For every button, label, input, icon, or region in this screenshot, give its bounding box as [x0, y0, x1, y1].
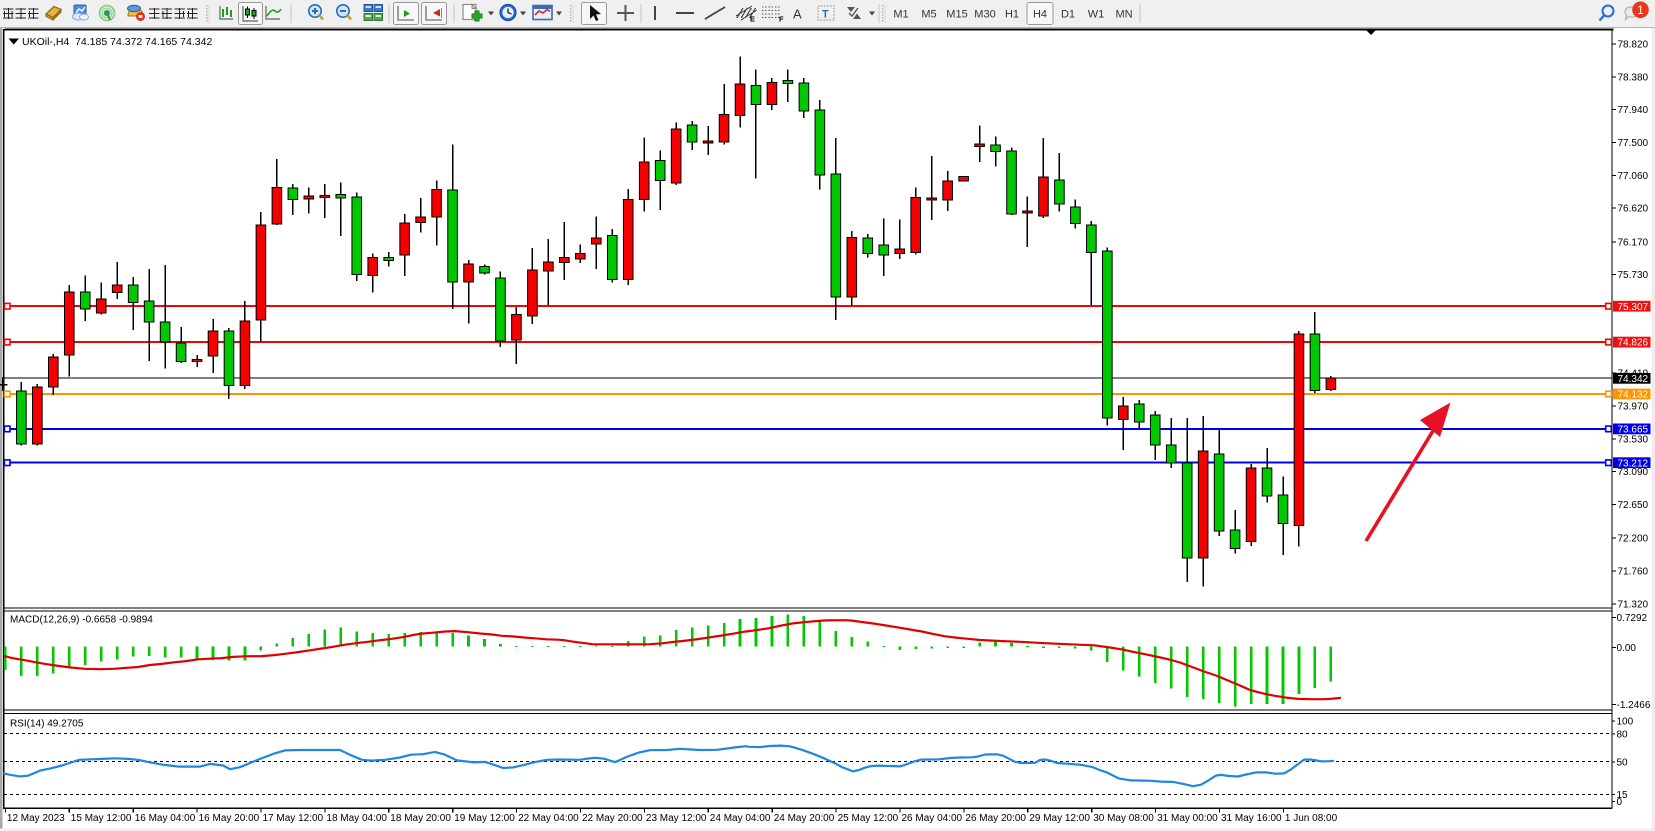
- svg-text:76.620: 76.620: [1618, 204, 1649, 215]
- svg-text:12 May 2023: 12 May 2023: [7, 813, 65, 824]
- svg-text:80: 80: [1617, 729, 1629, 740]
- svg-text:31 May 16:00: 31 May 16:00: [1221, 813, 1282, 824]
- svg-text:16 May 04:00: 16 May 04:00: [135, 813, 196, 824]
- svg-text:17 May 12:00: 17 May 12:00: [263, 813, 324, 824]
- svg-text:72.650: 72.650: [1618, 500, 1649, 511]
- svg-text:15: 15: [1617, 790, 1629, 801]
- svg-text:-1.2466: -1.2466: [1617, 700, 1651, 711]
- svg-text:74.826: 74.826: [1618, 338, 1649, 349]
- svg-text:0.7292: 0.7292: [1617, 613, 1648, 624]
- svg-text:77.060: 77.060: [1618, 171, 1649, 182]
- svg-text:D1: D1: [1061, 9, 1075, 21]
- svg-text:M1: M1: [893, 9, 908, 21]
- svg-text:24 May 04:00: 24 May 04:00: [710, 813, 771, 824]
- svg-text:23 May 12:00: 23 May 12:00: [646, 813, 707, 824]
- svg-text:26 May 04:00: 26 May 04:00: [902, 813, 963, 824]
- svg-text:74.342: 74.342: [1618, 374, 1649, 385]
- svg-text:M30: M30: [974, 9, 995, 21]
- svg-text:M5: M5: [921, 9, 936, 21]
- svg-text:18 May 20:00: 18 May 20:00: [390, 813, 451, 824]
- svg-text:77.500: 77.500: [1618, 138, 1649, 149]
- svg-text:29 May 12:00: 29 May 12:00: [1029, 813, 1090, 824]
- svg-text:50: 50: [1617, 757, 1629, 768]
- svg-text:26 May 20:00: 26 May 20:00: [965, 813, 1026, 824]
- svg-text:76.170: 76.170: [1618, 237, 1649, 248]
- svg-text:A: A: [793, 7, 802, 22]
- svg-text:F: F: [779, 15, 784, 24]
- svg-text:1 Jun 08:00: 1 Jun 08:00: [1285, 813, 1338, 824]
- svg-text:M15: M15: [946, 9, 967, 21]
- svg-text:71.760: 71.760: [1618, 567, 1649, 578]
- svg-text:15 May 12:00: 15 May 12:00: [71, 813, 132, 824]
- svg-text:74.132: 74.132: [1618, 390, 1649, 401]
- svg-text:24 May 20:00: 24 May 20:00: [774, 813, 835, 824]
- svg-text:19 May 12:00: 19 May 12:00: [454, 813, 515, 824]
- svg-text:72.200: 72.200: [1618, 534, 1649, 545]
- svg-text:H4: H4: [1033, 9, 1047, 21]
- svg-text:73.212: 73.212: [1618, 458, 1649, 469]
- svg-text:30 May 08:00: 30 May 08:00: [1093, 813, 1154, 824]
- svg-text:MACD(12,26,9) -0.6658 -0.9894: MACD(12,26,9) -0.6658 -0.9894: [10, 615, 153, 626]
- svg-text:E: E: [750, 15, 755, 24]
- svg-text:22 May 04:00: 22 May 04:00: [518, 813, 579, 824]
- svg-text:31 May 00:00: 31 May 00:00: [1157, 813, 1218, 824]
- svg-text:25 May 12:00: 25 May 12:00: [838, 813, 899, 824]
- svg-text:T: T: [822, 9, 829, 21]
- svg-text:73.970: 73.970: [1618, 402, 1649, 413]
- svg-text:75.730: 75.730: [1618, 270, 1649, 281]
- svg-text:1: 1: [1637, 3, 1644, 17]
- svg-text:77.940: 77.940: [1618, 105, 1649, 116]
- svg-text:22 May 20:00: 22 May 20:00: [582, 813, 643, 824]
- svg-text:0.00: 0.00: [1617, 643, 1637, 654]
- svg-text:MN: MN: [1115, 9, 1132, 21]
- svg-text:73.530: 73.530: [1618, 434, 1649, 445]
- svg-text:75.307: 75.307: [1618, 302, 1649, 313]
- svg-text:100: 100: [1617, 716, 1634, 727]
- svg-text:W1: W1: [1088, 9, 1105, 21]
- svg-text:73.665: 73.665: [1618, 425, 1649, 436]
- svg-text:H1: H1: [1005, 9, 1019, 21]
- svg-text:71.320: 71.320: [1618, 599, 1649, 610]
- svg-text:RSI(14) 49.2705: RSI(14) 49.2705: [10, 719, 84, 730]
- svg-text:0: 0: [1617, 797, 1623, 808]
- svg-text:16 May 20:00: 16 May 20:00: [199, 813, 260, 824]
- svg-text:78.820: 78.820: [1618, 39, 1649, 50]
- svg-text:78.380: 78.380: [1618, 72, 1649, 83]
- svg-text:18 May 04:00: 18 May 04:00: [326, 813, 387, 824]
- svg-text:UKOil-,H4 74.185 74.372 74.16: UKOil-,H4 74.185 74.372 74.165 74.342: [22, 36, 212, 48]
- svg-text:73.090: 73.090: [1618, 467, 1649, 478]
